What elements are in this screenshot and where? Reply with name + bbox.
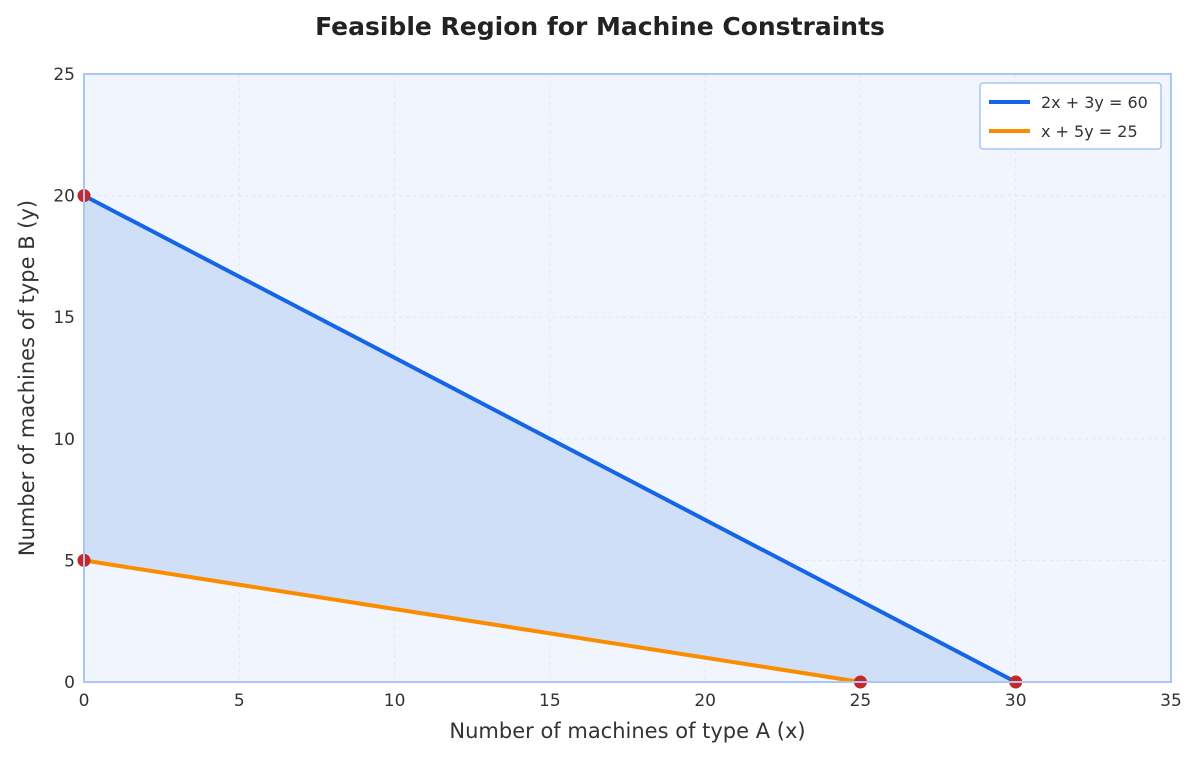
y-tick-label: 25 [53,65,75,85]
y-tick-label: 5 [64,551,75,571]
y-tick-label: 10 [53,430,75,450]
y-tick-label: 0 [64,673,75,693]
x-tick-label: 10 [384,691,406,711]
x-tick-label: 20 [694,691,716,711]
x-tick-label: 25 [850,691,872,711]
y-tick-label: 20 [53,187,75,207]
series-line-1 [83,193,1017,684]
x-tick-label: 15 [539,691,561,711]
legend-label: 2x + 3y = 60 [1041,93,1148,112]
series-line-2 [83,558,861,684]
chart-title: Feasible Region for Machine Constraints [315,12,885,41]
x-tick-label: 0 [79,691,90,711]
legend-label: x + 5y = 25 [1041,122,1138,141]
y-tick-label: 15 [53,308,75,328]
x-tick-label: 35 [1160,691,1182,711]
y-axis-label: Number of machines of type B (y) [15,200,39,556]
x-tick-label: 5 [234,691,245,711]
x-axis-label: Number of machines of type A (x) [449,719,805,743]
plot-border [83,73,1172,683]
x-tick-label: 30 [1005,691,1027,711]
